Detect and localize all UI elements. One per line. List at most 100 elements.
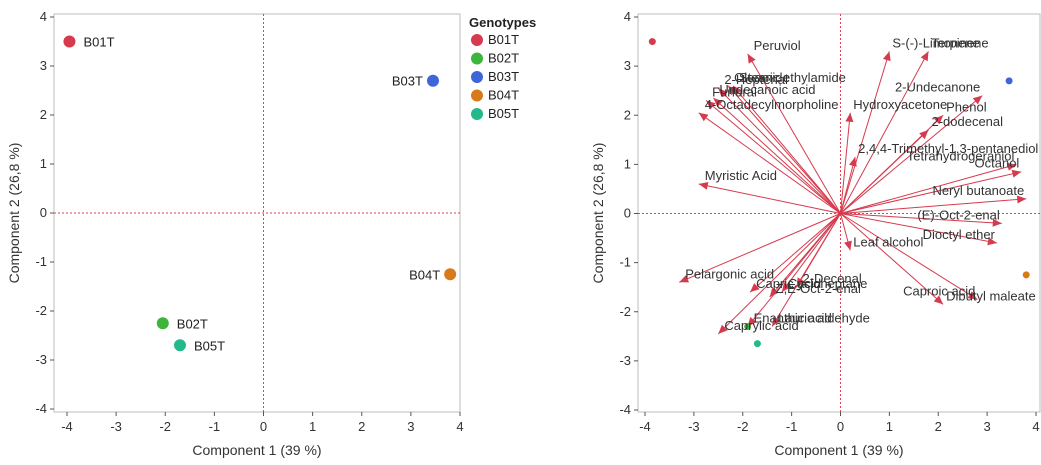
legend-items: B01T B02T B03T B04T B05T [471,32,519,121]
score-label-b05t: B05T [194,338,225,353]
score-point-b02t [156,317,169,330]
legend-marker-b04t [471,89,483,102]
loading-arrowhead [747,53,756,64]
loading-label: Pelargonic acid [685,266,774,281]
score-plot-y-tick-label: -1 [35,254,47,269]
score-label-b01t: B01T [83,35,114,50]
loading-arrowhead [718,88,728,98]
score-plot-y-tick-label: 0 [40,205,47,220]
loading-arrowhead [698,181,709,190]
score-plot-x-axis-label: Component 1 (39 %) [192,442,321,458]
loading-arrowhead [972,95,983,105]
loading-vector [705,100,841,214]
biplot-x-axis-label: Component 1 (39 %) [774,442,903,458]
loading-label: Neryl butanoate [932,183,1024,198]
legend-title: Genotypes [469,15,536,30]
biplot-point-b02t [744,322,752,330]
score-point-b04t [444,268,457,281]
loading-vector [713,97,841,214]
score-label-b04t: B04T [409,267,440,282]
loading-vector [781,213,841,293]
score-plot-x-ticks: -4 -3 -2 -1 0 1 2 3 4 [61,412,464,434]
biplot-y-tick-label: 0 [624,206,631,221]
loading-arrowhead [750,283,760,293]
loading-label: 2-dodecenal [931,114,1003,129]
biplot-point-b03t [1005,77,1013,85]
biplot-loading-vectors [679,51,1027,335]
loading-vector [840,171,1022,214]
loading-arrowhead [679,275,690,283]
loading-label: 2-Decenal [803,271,862,286]
loading-arrowhead [1011,169,1022,178]
biplot-y-tick-label: 1 [624,156,631,171]
biplot-x-tick-label: -3 [688,419,700,434]
loading-label: S-(-)-Limonene [892,35,979,50]
legend-label-b02t: B02T [488,51,519,66]
loading-arrowhead [718,324,728,334]
loading-arrowhead [713,98,723,108]
loading-vector [840,129,929,214]
biplot-x-tick-label: -4 [639,419,651,434]
biplot-x-tick-label: 2 [935,419,942,434]
loading-vector [732,85,841,214]
biplot-x-tick-label: 3 [984,419,991,434]
loading-label: Dibutyl maleate [946,288,1036,303]
biplot-x-tick-label: 0 [837,419,844,434]
loading-vector [679,213,841,283]
loading-label: Phenol [946,99,987,114]
score-plot-x-tick-label: -3 [110,419,122,434]
legend-marker-b02t [471,52,483,65]
loading-label: Leaf alcohol [853,234,923,249]
score-point-b03t [426,74,439,87]
loading-arrowhead [732,85,742,96]
loading-arrowhead [706,100,716,110]
legend-label-b05t: B05T [488,106,519,121]
score-plot-y-axis-label: Component 2 (26,8 %) [6,143,22,284]
loading-arrowhead [933,295,944,305]
genotypes-legend: Genotypes B01T B02T B03T B04T B05T [469,15,536,121]
legend-marker-b05t [471,108,483,120]
loading-label: Z,E-Oct-2-enal [776,281,861,296]
score-plot-x-tick-label: -4 [61,419,73,434]
loading-label: Hydroxyacetone [853,97,947,112]
loading-label: Octanol [975,156,1020,171]
loading-vector [840,51,890,214]
score-plot-y-tick-label: -3 [35,352,47,367]
loading-vector [840,198,1027,214]
biplot-point-b05t [753,340,761,348]
loading-vector [727,85,841,214]
loading-arrowhead [1016,195,1027,204]
loading-vector [747,53,841,214]
loading-vector [698,183,841,214]
biplot-x-tick-label: -1 [786,419,798,434]
biplot: 4 3 2 1 0 -1 -2 -3 -4 -4 -3 -2 -1 0 1 2 3 4 Peruviol S-(-… [590,9,1041,458]
loading-label: Lauric aldehyde [778,310,870,325]
loading-arrowhead [796,277,805,288]
score-label-b03t: B03T [392,74,423,89]
legend-label-b01t: B01T [488,32,519,47]
loading-arrowhead [849,157,857,167]
loading-vector [840,213,944,305]
loading-arrowhead [728,85,738,96]
loading-arrowhead [845,112,854,123]
loading-vector [771,213,841,327]
biplot-y-tick-label: -4 [619,402,631,417]
score-plot-y-tick-label: 3 [40,58,47,73]
loading-vector [840,51,929,214]
biplot-x-tick-label: 4 [1032,419,1039,434]
score-plot-y-tick-label: 2 [40,107,47,122]
loading-label: Cycloheptane [788,276,868,291]
biplot-y-tick-label: -3 [619,353,631,368]
loading-label: Peruviol [754,38,801,53]
loading-label: 2-Heptenal [724,72,788,87]
biplot-y-tick-label: 4 [624,9,631,24]
loading-label: Stearic ethylamide [739,70,846,85]
score-plot-x-tick-label: 0 [260,419,267,434]
biplot-point-b04t [1022,271,1030,279]
loading-vector [840,156,856,214]
loading-vector [840,213,997,244]
loading-label: Dioctyl ether [923,227,996,242]
loading-label: 2,4,4-Trimethyl-1,3-pentanediol diisobut… [858,141,1041,156]
